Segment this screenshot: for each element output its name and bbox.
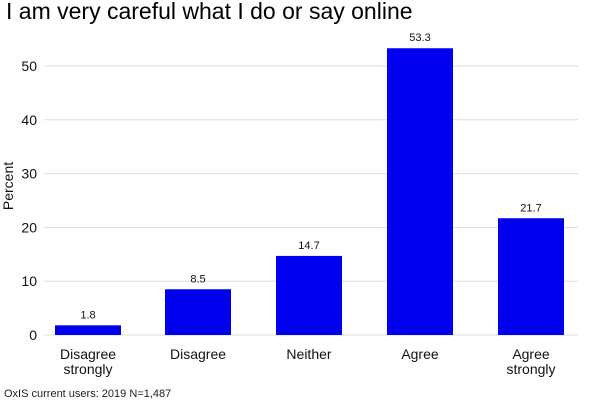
chart-caption: OxIS current users: 2019 N=1,487 <box>4 388 172 400</box>
x-tick-label: Disagree strongly <box>60 346 116 377</box>
chart-title: I am very careful what I do or say onlin… <box>6 0 413 24</box>
data-label: 21.7 <box>520 202 541 214</box>
data-label: 8.5 <box>190 273 205 285</box>
bar <box>55 325 121 335</box>
y-tick-label: 0 <box>29 327 37 343</box>
data-label: 1.8 <box>80 309 95 321</box>
data-label: 14.7 <box>298 240 319 252</box>
bar <box>276 255 342 335</box>
y-axis-ticks: 0 10 20 30 40 50 <box>21 58 37 343</box>
x-axis-ticks: Disagree strongly Disagree Neither Agree Agre… <box>60 346 556 377</box>
y-tick-label: 40 <box>21 112 37 128</box>
bar <box>165 289 231 335</box>
y-tick-label: 30 <box>21 166 37 182</box>
x-tick-label: Neither <box>286 346 331 362</box>
y-tick-label: 50 <box>21 58 37 74</box>
y-tick-label: 10 <box>21 273 37 289</box>
data-labels: 1.8 8.5 14.7 53.3 21.7 <box>80 32 541 321</box>
y-axis-label: Percent <box>0 162 16 210</box>
y-tick-label: 20 <box>21 219 37 235</box>
x-tick-label: Disagree <box>170 346 226 362</box>
bar <box>498 218 564 335</box>
bar <box>387 48 453 335</box>
bars <box>55 48 564 335</box>
x-tick-label: Agree <box>401 346 439 362</box>
data-label: 53.3 <box>409 32 430 44</box>
x-tick-label: Agree strongly <box>506 346 555 377</box>
